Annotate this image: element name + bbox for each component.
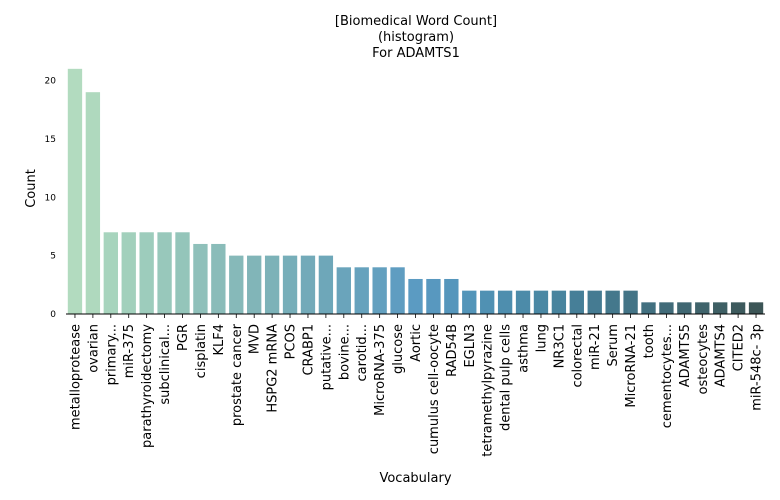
bar	[408, 278, 423, 314]
bar	[354, 267, 369, 314]
x-tick-label: HSPG2 mRNA	[266, 324, 281, 413]
bar	[211, 243, 226, 314]
bar	[605, 290, 620, 314]
bar	[497, 290, 513, 314]
x-tick-label: tetramethylpyrazine	[481, 324, 496, 457]
bar	[372, 267, 387, 314]
x-tick-label: miR-375	[122, 324, 137, 378]
x-tick-label: CITED2	[732, 324, 747, 371]
y-tick-label: 20	[45, 77, 57, 87]
bar	[157, 232, 172, 314]
bar	[85, 92, 101, 315]
x-tick-label: EGLN3	[463, 324, 478, 368]
bar	[426, 278, 441, 314]
x-tick-label: cementocytes...	[660, 324, 675, 428]
bar	[569, 290, 584, 314]
bar	[247, 255, 262, 314]
bar	[175, 232, 190, 314]
x-tick-label: miR-21	[588, 324, 603, 370]
y-tick-label: 0	[50, 310, 56, 320]
x-tick-label: PGR	[176, 324, 191, 351]
x-tick-label: RAD54B	[445, 324, 460, 377]
x-tick-label: MVD	[248, 324, 263, 354]
x-tick-label: cisplatin	[194, 324, 209, 378]
x-tick-label: bovine...	[337, 324, 352, 380]
bar	[659, 302, 674, 314]
bar	[444, 278, 459, 314]
x-tick-label: Serum	[606, 324, 621, 367]
bar	[318, 255, 334, 314]
bar	[229, 255, 244, 314]
y-tick-label: 5	[50, 252, 56, 262]
bar	[533, 290, 549, 314]
y-axis: 0 5 10 15 20	[45, 77, 57, 320]
bar	[390, 267, 405, 314]
x-tick-label: subclinical...	[158, 324, 173, 405]
x-tick-label: tooth	[642, 324, 657, 358]
bar	[67, 68, 83, 314]
x-tick-label: KLF4	[212, 324, 227, 356]
bar	[282, 255, 298, 314]
x-tick-label: lung	[534, 324, 549, 352]
bar	[748, 302, 764, 314]
bar	[121, 232, 136, 314]
x-tick-label: putative...	[319, 324, 334, 390]
x-axis-label: Vocabulary	[379, 471, 451, 486]
bars-group	[67, 68, 764, 315]
x-tick-label: MicroRNA-375	[373, 324, 388, 416]
bar	[730, 302, 746, 314]
bar	[480, 290, 495, 314]
bar	[713, 302, 728, 314]
chart-title-line: For ADAMTS1	[372, 46, 460, 61]
bar	[551, 290, 567, 314]
chart-title-line: [Biomedical Word Count]	[335, 14, 497, 29]
bar	[515, 290, 531, 314]
x-tick-label: prostate cancer	[230, 323, 245, 426]
y-axis-label: Count	[24, 169, 39, 208]
x-axis: metalloprotease ovarian primary... miR-375 p…	[66, 313, 765, 457]
x-tick-label: PCOS	[284, 324, 299, 359]
x-tick-label: CRABP1	[301, 324, 316, 376]
chart-title-line: (histogram)	[378, 30, 454, 45]
bar	[587, 290, 602, 314]
x-tick-label: primary...	[104, 324, 119, 385]
x-tick-label: colorectal	[570, 324, 585, 388]
x-tick-label: glucose	[391, 324, 406, 374]
x-tick-label: ADAMTS4	[714, 324, 729, 387]
x-tick-label: carotid...	[355, 324, 370, 381]
bar	[623, 290, 638, 314]
x-tick-label: parathyroidectomy	[140, 324, 155, 448]
bar	[139, 232, 154, 314]
bar	[641, 302, 656, 314]
bar	[103, 232, 118, 314]
x-tick-label: MicroRNA-21	[624, 324, 639, 408]
bar	[462, 290, 477, 314]
bar	[336, 267, 351, 314]
bar	[695, 302, 710, 314]
bar	[264, 255, 280, 314]
bar	[677, 302, 692, 314]
y-tick-label: 10	[45, 193, 57, 203]
chart-title: [Biomedical Word Count](histogram)For AD…	[335, 14, 497, 61]
x-tick-label: metalloprotease	[68, 324, 83, 430]
x-tick-label: Aortic	[409, 324, 424, 362]
x-tick-label: ovarian	[86, 324, 101, 373]
x-tick-label: asthma	[517, 324, 532, 373]
bar	[193, 243, 208, 314]
x-tick-label: ADAMTS5	[678, 324, 693, 387]
x-tick-label: dental pulp cells	[499, 324, 514, 431]
bar	[300, 255, 316, 314]
y-tick-label: 15	[45, 135, 56, 145]
x-tick-label: miR-548c- 3p	[750, 324, 765, 411]
x-tick-label: cumulus cell-oocyte	[427, 324, 442, 454]
x-tick-label: NR3C1	[552, 324, 567, 368]
x-tick-label: osteocytes	[696, 324, 711, 395]
